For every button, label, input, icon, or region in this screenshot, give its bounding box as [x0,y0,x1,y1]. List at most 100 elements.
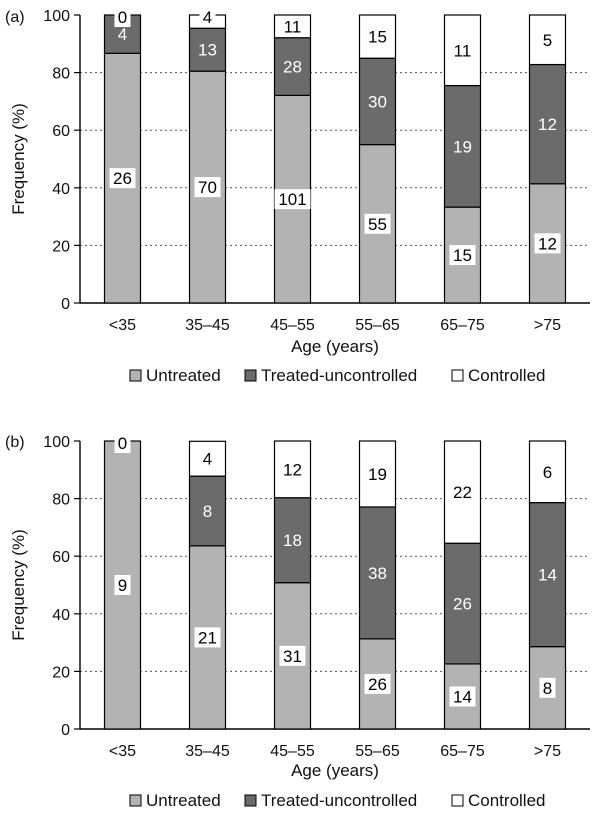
value-label-background [279,459,306,480]
value-label: 38 [368,564,387,583]
value-label-background [449,40,476,61]
value-label: 0 [118,8,127,27]
value-label-background [534,233,561,254]
value-label: 15 [453,246,472,265]
bar-segment-treated-uncontrolled [443,84,482,208]
y-tick-label: 40 [52,607,70,624]
y-tick-label: 80 [52,66,70,83]
value-label: 8 [203,502,212,521]
value-label: 101 [278,190,306,209]
value-label: 18 [283,531,302,550]
legend-swatch [451,794,464,807]
value-label-background [364,26,391,47]
x-tick-label: <35 [109,743,136,760]
bar-segment-treated-uncontrolled [188,475,227,547]
value-label: 26 [368,675,387,694]
legend-label: Controlled [468,366,546,385]
value-label: 4 [118,25,127,44]
y-tick-label: 20 [52,664,70,681]
value-label: 26 [113,169,132,188]
value-label-background [539,29,556,50]
value-label: 15 [368,28,387,47]
value-label: 9 [118,576,127,595]
y-axis-title: Frequency (%) [9,529,28,640]
value-label: 12 [538,115,557,134]
value-label-background [114,575,131,595]
value-label: 13 [198,41,217,60]
x-tick-label: 45–55 [270,743,315,760]
value-label: 0 [118,434,127,453]
value-label-background [449,245,476,266]
legend-swatch [129,369,142,382]
value-label: 19 [368,465,387,484]
value-label: 19 [453,137,472,156]
x-axis-title: Age (years) [291,337,379,356]
value-label-background [199,448,216,469]
value-label-background [364,673,391,694]
value-label-background [194,177,221,198]
x-tick-label: 65–75 [440,743,485,760]
y-tick-label: 0 [61,296,70,313]
legend-swatch [244,369,257,382]
y-tick-label: 60 [52,123,70,140]
value-label-background [279,645,306,666]
x-tick-label: 55–65 [355,317,400,334]
value-label: 70 [198,178,217,197]
value-label-background [279,16,306,37]
value-label-background [274,189,311,210]
value-label: 12 [538,234,557,253]
value-label: 8 [543,679,552,698]
y-tick-label: 80 [52,492,70,509]
bar-segment-treated-uncontrolled [188,27,227,72]
legend-swatch [129,794,142,807]
y-tick-label: 100 [43,8,70,25]
y-tick-label: 0 [61,722,70,739]
panel-label: (a) [5,9,25,26]
legend-label: Treated-uncontrolled [261,791,417,810]
bar-segment-treated-uncontrolled [528,502,567,648]
bar-segment-treated-uncontrolled [273,37,312,96]
legend-label: Treated-uncontrolled [261,366,417,385]
y-tick-label: 60 [52,549,70,566]
value-label: 55 [368,215,387,234]
x-tick-label: <35 [109,317,136,334]
value-label: 22 [453,483,472,502]
value-label-background [114,7,131,27]
value-label-background [449,482,476,503]
value-label: 21 [198,628,217,647]
bar-segment-treated-uncontrolled [358,57,397,146]
value-label: 30 [368,92,387,111]
y-tick-label: 20 [52,238,70,255]
x-tick-label: >75 [534,317,561,334]
value-label-background [199,7,216,27]
bar-segment-treated-uncontrolled [273,497,312,584]
legend-label: Untreated [146,791,221,810]
value-label: 11 [284,17,302,36]
value-label: 4 [203,450,212,469]
legend-swatch [451,369,464,382]
value-label-background [109,168,136,189]
value-label: 26 [453,595,472,614]
y-tick-label: 100 [43,434,70,451]
value-label-background [449,686,476,707]
value-label-background [539,677,556,698]
y-axis-title: Frequency (%) [9,103,28,214]
value-label: 28 [283,58,302,77]
legend-swatch [244,794,257,807]
value-label-background [539,461,556,482]
value-label-background [194,627,221,648]
x-tick-label: >75 [534,743,561,760]
value-label: 14 [453,687,472,706]
x-axis-title: Age (years) [291,761,379,780]
bar-segment-treated-uncontrolled [358,506,397,640]
legend-label: Untreated [146,366,221,385]
legend-label: Controlled [468,791,546,810]
x-tick-label: 55–65 [355,743,400,760]
value-label: 4 [203,8,212,27]
value-label: 31 [283,647,302,666]
value-label: 5 [543,31,552,50]
value-label: 12 [283,460,302,479]
value-label: 14 [538,566,557,585]
